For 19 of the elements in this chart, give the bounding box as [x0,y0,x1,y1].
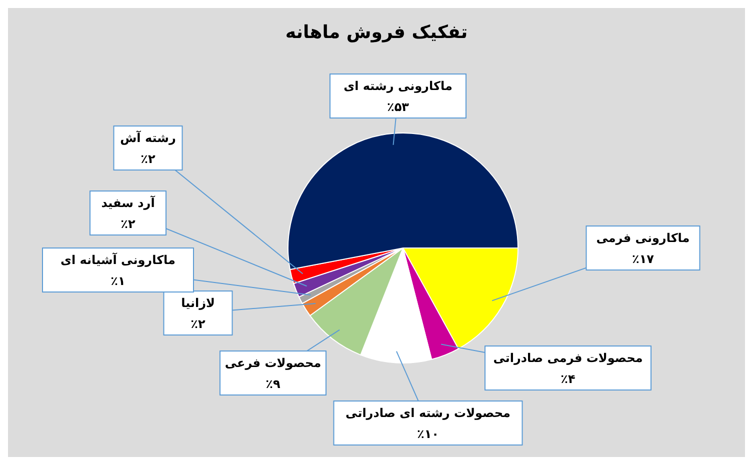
slice-label: محصولات فرمی صادراتی [493,351,643,365]
slice-label: رشته آش [120,130,176,145]
slice-label: ماکارونی رشته ای [344,79,452,93]
slice-label: ماکارونی آشیانه ای [60,252,176,267]
data-label: ٪۴ [560,372,576,386]
data-label: ٪۲ [120,217,136,231]
slice-label: ماکارونی فرمی [596,231,690,245]
data-label: ٪۵۳ [387,100,410,114]
slice-label: لازانیا [181,296,215,310]
slice-label: آرد سفید [101,195,156,210]
data-label: ٪۹ [266,377,281,391]
data-label: ٪۲ [140,152,156,166]
slice-label: محصولات رشته ای صادراتی [346,406,510,420]
chart-title: تفکیک فروش ماهانه [284,22,469,43]
slice-label: محصولات فرعی [224,356,322,370]
data-label: ٪۲ [190,317,206,331]
data-label: ٪۱۰ [417,427,439,441]
data-label: ٪۱۷ [632,252,655,266]
data-label: ٪۱ [110,274,126,288]
